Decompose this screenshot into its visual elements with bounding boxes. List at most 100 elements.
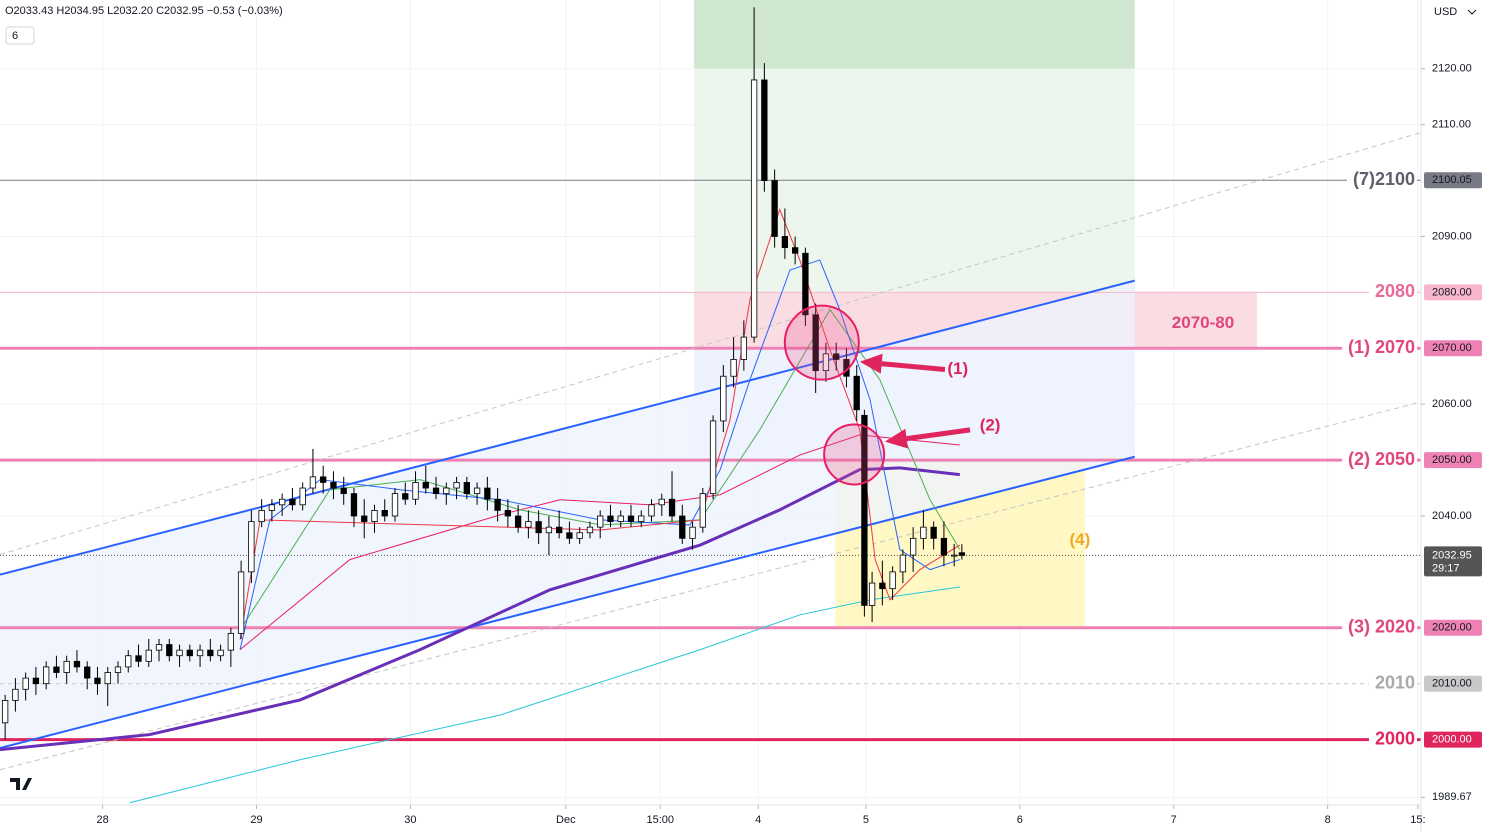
candle-body bbox=[525, 521, 532, 528]
label-background bbox=[1341, 337, 1417, 360]
annotation: (4) bbox=[1069, 530, 1090, 549]
x-tick-label: 28 bbox=[96, 814, 108, 826]
candle-body bbox=[771, 180, 778, 237]
candle-body bbox=[638, 515, 645, 522]
candle-body bbox=[504, 509, 512, 517]
candle-body bbox=[104, 672, 111, 685]
currency[interactable]: USD bbox=[1434, 6, 1457, 18]
price-tag-text: 2080.00 bbox=[1432, 286, 1472, 298]
annotation: (1) bbox=[947, 359, 968, 378]
candle-body bbox=[248, 521, 255, 573]
y-tick-label: 2110.00 bbox=[1432, 119, 1471, 131]
last-price-text: 2032.95 bbox=[1432, 549, 1472, 561]
candle-body bbox=[879, 582, 886, 590]
price-tag bbox=[1424, 452, 1482, 469]
trendline bbox=[0, 401, 1421, 771]
candle-body bbox=[627, 515, 635, 522]
badge[interactable] bbox=[5, 26, 35, 45]
candle-body bbox=[340, 487, 347, 495]
arrow-shaft bbox=[881, 361, 946, 373]
candle-body bbox=[196, 649, 204, 657]
candle-body bbox=[668, 498, 676, 517]
trendline bbox=[0, 132, 1421, 556]
candle-body bbox=[802, 252, 809, 316]
candle-body bbox=[781, 236, 789, 249]
candle-body bbox=[597, 515, 604, 528]
logo[interactable] bbox=[10, 778, 32, 790]
candle-body bbox=[381, 509, 388, 517]
annotation: (2) bbox=[980, 415, 1001, 434]
candle-body bbox=[258, 509, 265, 522]
ohlc-header: O2033.43 H2034.95 L2032.20 C2032.95 −0.5… bbox=[5, 5, 283, 17]
candle-body bbox=[114, 666, 122, 673]
level-label: 2080 bbox=[1375, 281, 1415, 301]
candle-body bbox=[709, 420, 717, 495]
candle-body bbox=[951, 554, 958, 557]
label-background bbox=[1368, 281, 1417, 304]
plot-area: 2070-80 (4) (1) (2) (7)2100 2080 (1) 2070 (2) 2… bbox=[0, 0, 1421, 805]
price-tag-text: 2100.05 bbox=[1432, 174, 1472, 186]
price-tag bbox=[1424, 340, 1482, 357]
price-tag bbox=[1424, 731, 1482, 748]
x-tick-label: 30 bbox=[404, 814, 416, 826]
candle-body bbox=[402, 493, 409, 500]
x-tick-label: 8 bbox=[1325, 814, 1331, 826]
candle-body bbox=[514, 515, 522, 528]
highlight-circle bbox=[783, 304, 860, 381]
candle-body bbox=[473, 487, 481, 495]
candle-body bbox=[237, 571, 245, 634]
level-label: (1) 2070 bbox=[1348, 337, 1415, 357]
badge-text: 6 bbox=[12, 30, 18, 42]
candle-body bbox=[920, 526, 927, 539]
y-tick-label: 2090.00 bbox=[1432, 230, 1472, 242]
candle-body bbox=[833, 353, 840, 360]
arrow-head bbox=[884, 428, 909, 449]
candle-body bbox=[166, 644, 173, 657]
x-tick-label: 4 bbox=[755, 814, 761, 826]
x-tick-label: 5 bbox=[863, 814, 869, 826]
level-label: 2000 bbox=[1375, 728, 1415, 748]
caret[interactable] bbox=[1467, 9, 1477, 15]
candle-body bbox=[12, 688, 19, 701]
candle-body bbox=[853, 375, 860, 411]
candle-body bbox=[750, 79, 758, 338]
candle-body bbox=[309, 476, 317, 489]
y-tick-label: 2060.00 bbox=[1432, 398, 1472, 410]
x-tick-label: Dec bbox=[556, 814, 576, 826]
last-price-tag bbox=[1424, 546, 1482, 577]
y-tick-label: 2120.00 bbox=[1432, 63, 1472, 75]
candle-body bbox=[63, 660, 70, 673]
ma-line bbox=[239, 259, 960, 650]
candle-body bbox=[861, 414, 868, 606]
candle-body bbox=[289, 498, 296, 506]
candle-body bbox=[868, 582, 876, 606]
candle-body bbox=[494, 498, 501, 511]
header: O2033.43 H2034.95 L2032.20 C2032.95 −0.5… bbox=[5, 5, 1477, 790]
level-label: (7)2100 bbox=[1353, 169, 1415, 189]
candle-body bbox=[320, 476, 327, 483]
price-tag bbox=[1424, 675, 1482, 692]
candle-body bbox=[453, 482, 460, 489]
candle-body bbox=[909, 537, 917, 556]
candle-body bbox=[186, 649, 193, 657]
candle-body bbox=[135, 655, 142, 662]
candle-body bbox=[361, 515, 368, 522]
price-tag bbox=[1424, 284, 1482, 301]
level-label: (3) 2020 bbox=[1348, 617, 1415, 637]
candle-body bbox=[889, 571, 896, 590]
label-background bbox=[1346, 169, 1417, 192]
candle-body bbox=[648, 504, 655, 517]
candle-body bbox=[422, 482, 429, 489]
candle-body bbox=[94, 677, 101, 685]
price-tag bbox=[1424, 619, 1482, 636]
candle-body bbox=[699, 493, 706, 528]
trendline bbox=[0, 279, 1135, 576]
candle-body bbox=[679, 515, 686, 539]
candle-body bbox=[463, 482, 470, 495]
candle-body bbox=[617, 515, 624, 522]
candle-body bbox=[155, 644, 163, 651]
candle-body bbox=[958, 552, 966, 556]
candle-body bbox=[125, 655, 132, 668]
annotation: 2070-80 bbox=[1172, 313, 1234, 332]
candle-body bbox=[350, 493, 358, 517]
